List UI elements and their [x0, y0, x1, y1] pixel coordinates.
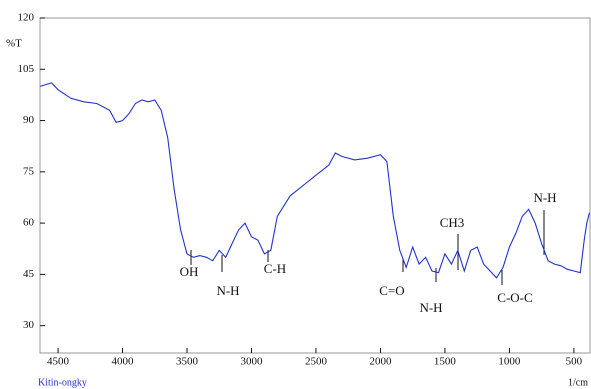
x-tick-label: 4500 [47, 356, 70, 368]
x-tick-label: 2000 [369, 356, 392, 368]
annotation: CH3 [440, 215, 465, 230]
y-tick-label: 105 [18, 63, 35, 75]
spectrum-line [39, 82, 590, 279]
x-tick-label: 3000 [240, 356, 263, 368]
x-tick-label: 2500 [305, 356, 328, 368]
footer-label: Kitin-ongky [38, 377, 87, 388]
x-tick-label: 4000 [112, 356, 135, 368]
x-tick-label: 1500 [434, 356, 457, 368]
y-tick-label: 30 [23, 319, 35, 331]
y-tick-label: 90 [23, 114, 35, 126]
y-tick-label: 75 [23, 165, 35, 177]
x-axis-label: 1/cm [568, 377, 588, 388]
annotation: C=O [379, 283, 404, 298]
x-tick-label: 500 [566, 356, 583, 368]
annotation: OH [180, 264, 199, 279]
x-tick-label: 1000 [498, 356, 521, 368]
y-tick-label: 45 [23, 268, 35, 280]
annotation-arrows [190, 210, 545, 285]
y-axis-label: %T [6, 38, 22, 50]
annotation: C-O-C [497, 290, 532, 305]
x-tick-label: 3500 [176, 356, 199, 368]
plot-frame [39, 17, 591, 354]
y-tick-label: 60 [23, 217, 35, 229]
y-tick-label: 120 [18, 12, 35, 24]
annotation: C-H [264, 261, 286, 276]
annotation: N-H [419, 300, 442, 315]
annotation: N-H [216, 283, 239, 298]
annotation: N-H [533, 190, 556, 205]
